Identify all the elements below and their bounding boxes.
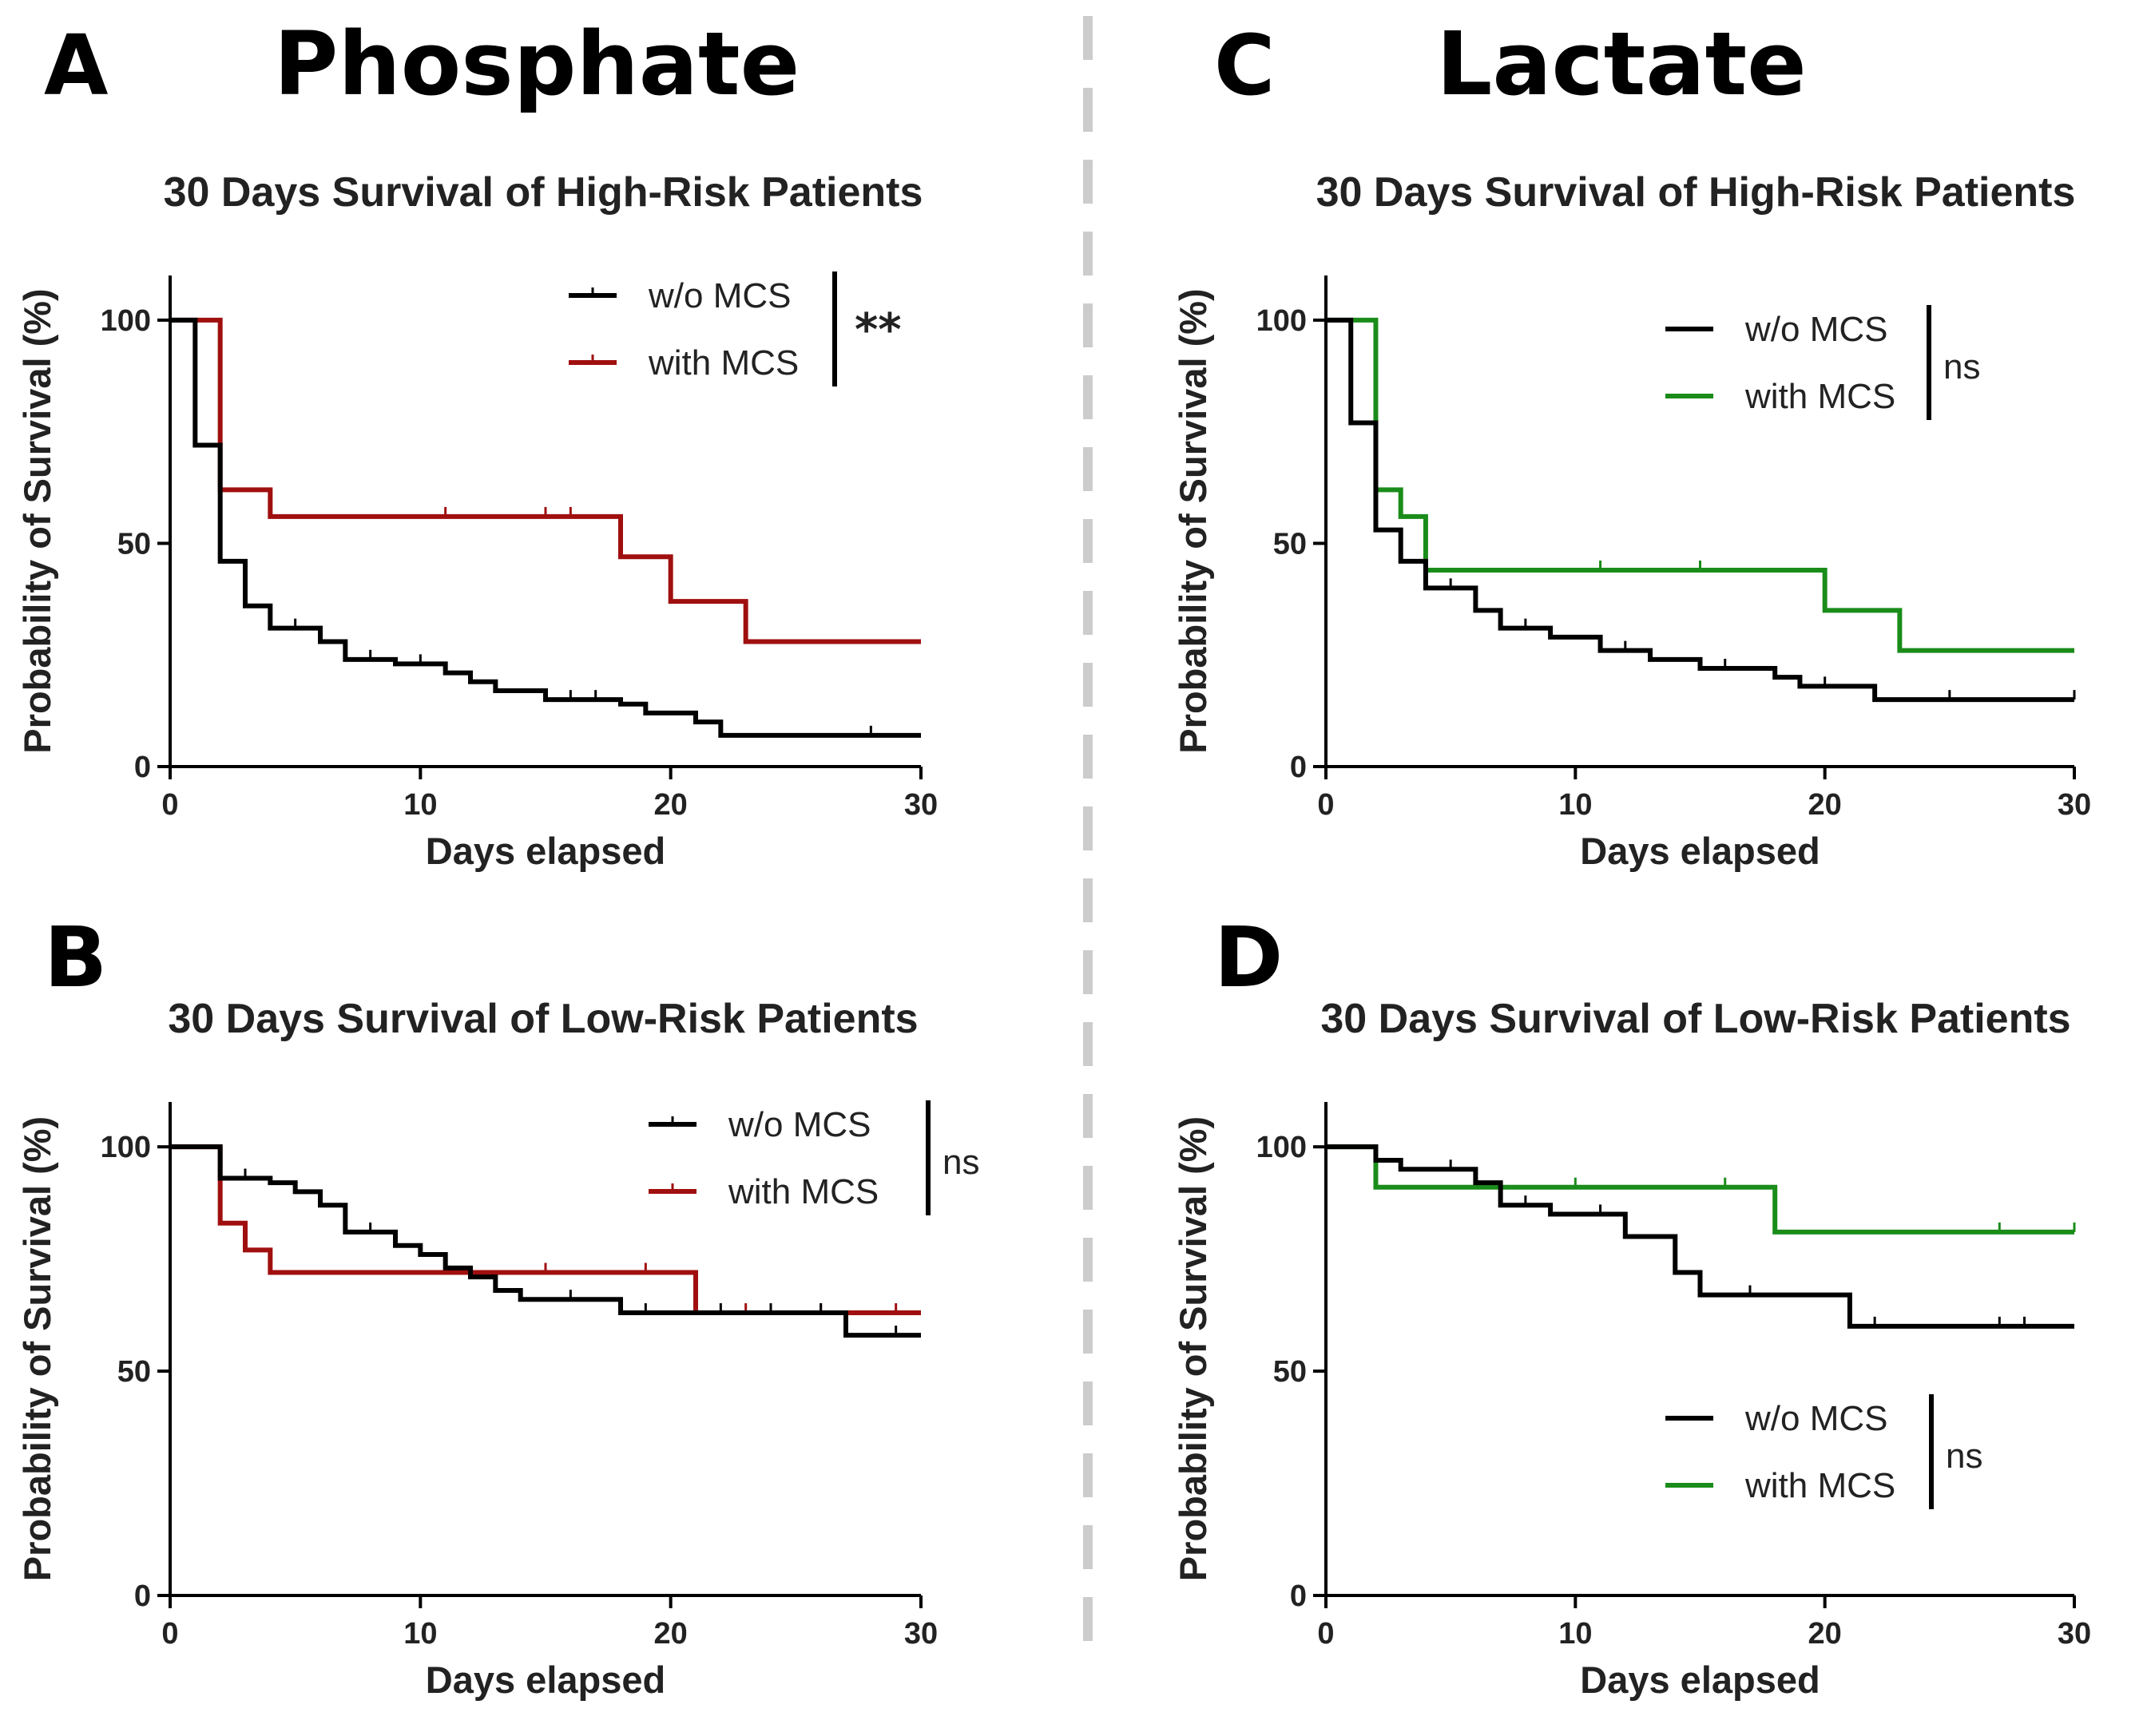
y-axis-label: Probability of Survival (%)	[1172, 288, 1214, 753]
legend-label: with MCS	[728, 1172, 879, 1211]
legend-label: with MCS	[1744, 377, 1895, 416]
x-tick-label: 0	[1317, 1617, 1334, 1651]
x-tick-label: 30	[2058, 788, 2091, 822]
y-tick-label: 0	[134, 751, 151, 784]
y-tick-label: 0	[1290, 1579, 1307, 1613]
legend-label: w/o MCS	[1744, 310, 1887, 349]
x-tick-label: 10	[1558, 788, 1592, 822]
x-axis-label: Days elapsed	[1580, 1659, 1820, 1701]
survival-curve-with-mcs	[170, 317, 921, 644]
x-tick-label: 10	[1558, 1617, 1592, 1651]
chart-panel-a: 30 Days Survival of High-Risk Patients 0 5…	[16, 169, 938, 872]
x-tick-label: 0	[161, 788, 178, 822]
survival-curve-with-mcs	[1326, 1144, 2074, 1235]
x-tick-label: 10	[403, 788, 437, 822]
survival-curve-with-mcs	[170, 1144, 921, 1316]
x-axis-label: Days elapsed	[1580, 830, 1820, 872]
x-axis-label: Days elapsed	[426, 1659, 665, 1701]
significance-label: ns	[943, 1143, 979, 1182]
survival-curve-without-mcs	[1326, 1144, 2074, 1329]
significance-label: ns	[1946, 1437, 1982, 1476]
y-tick-label: 0	[134, 1579, 151, 1613]
chart-title: 30 Days Survival of Low-Risk Patients	[1320, 996, 2070, 1042]
x-tick-label: 10	[403, 1617, 437, 1651]
x-tick-label: 30	[904, 1617, 938, 1651]
chart-panel-b: 30 Days Survival of Low-Risk Patients 0 50…	[16, 996, 979, 1701]
chart-title: 30 Days Survival of Low-Risk Patients	[168, 996, 918, 1042]
x-tick-label: 0	[1317, 788, 1334, 822]
panel-letter-b: B	[44, 909, 107, 1006]
x-tick-label: 20	[1808, 1617, 1842, 1651]
y-tick-label: 50	[117, 527, 151, 561]
chart-panel-d: 30 Days Survival of Low-Risk Patients 0 50…	[1172, 996, 2091, 1701]
chart-title: 30 Days Survival of High-Risk Patients	[1316, 169, 2076, 216]
y-tick-label: 100	[101, 304, 151, 338]
legend-label: w/o MCS	[728, 1105, 871, 1144]
x-tick-label: 20	[1808, 788, 1842, 822]
x-tick-label: 30	[2058, 1617, 2091, 1651]
group-title-lactate: Lactate	[1436, 13, 1807, 115]
legend-label: w/o MCS	[1744, 1399, 1887, 1438]
y-axis-label: Probability of Survival (%)	[1172, 1116, 1214, 1581]
y-tick-label: 50	[117, 1355, 151, 1389]
x-tick-label: 30	[904, 788, 938, 822]
y-tick-label: 100	[101, 1131, 151, 1164]
significance-label: **	[855, 304, 902, 356]
group-title-phosphate: Phosphate	[274, 13, 800, 115]
y-axis-label: Probability of Survival (%)	[16, 288, 58, 753]
y-tick-label: 50	[1273, 1355, 1307, 1389]
chart-panel-c: 30 Days Survival of High-Risk Patients 0 5…	[1172, 169, 2091, 872]
y-tick-label: 0	[1290, 751, 1307, 784]
x-tick-label: 20	[654, 1617, 688, 1651]
legend-label: with MCS	[1744, 1466, 1895, 1505]
x-tick-label: 20	[654, 788, 688, 822]
legend-label: w/o MCS	[648, 276, 791, 315]
significance-label: ns	[1943, 347, 1980, 386]
panel-letter-a: A	[44, 17, 109, 114]
survival-curve-without-mcs	[170, 317, 921, 738]
y-axis-label: Probability of Survival (%)	[16, 1116, 58, 1581]
y-tick-label: 100	[1256, 304, 1307, 338]
y-tick-label: 50	[1273, 527, 1307, 561]
survival-curve-without-mcs	[1326, 317, 2074, 703]
legend-label: with MCS	[648, 343, 799, 382]
y-tick-label: 100	[1256, 1131, 1307, 1164]
x-tick-label: 0	[161, 1617, 178, 1651]
x-axis-label: Days elapsed	[426, 830, 665, 872]
chart-title: 30 Days Survival of High-Risk Patients	[164, 169, 923, 216]
panel-letter-c: C	[1214, 17, 1275, 114]
panel-letter-d: D	[1214, 909, 1283, 1006]
